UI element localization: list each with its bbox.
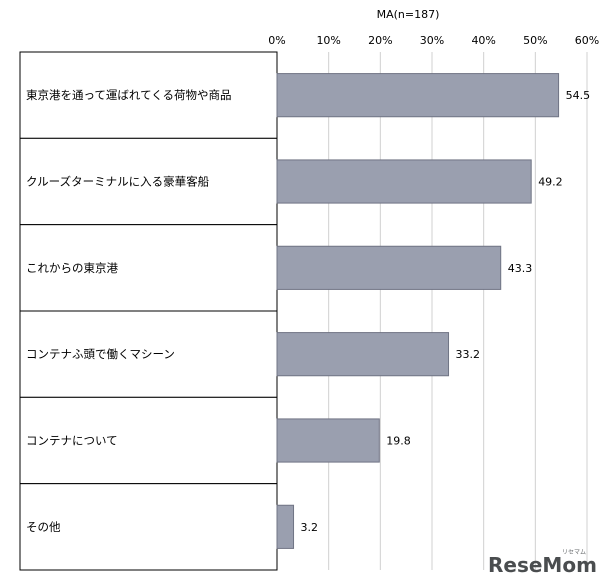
x-tick-label: 20% xyxy=(368,34,392,47)
x-tick-label: 0% xyxy=(268,34,285,47)
bar xyxy=(276,332,450,377)
value-label: 19.8 xyxy=(386,435,411,448)
value-label: 3.2 xyxy=(301,521,319,534)
category-label-column: 東京港を通って運ばれてくる荷物や商品クルーズターミナルに入る豪華客船これからの東… xyxy=(19,51,278,571)
x-tick-label: 10% xyxy=(316,34,340,47)
value-label: 54.5 xyxy=(566,89,591,102)
category-cell xyxy=(19,396,278,485)
value-labels: 54.5 49.2 43.3 33.2 19.8 3.2 xyxy=(301,89,591,534)
x-tick-label: 40% xyxy=(471,34,495,47)
watermark-text: ReseMom xyxy=(488,553,597,577)
category-label: コンテナについて xyxy=(26,434,118,448)
sample-note: MA(n=187) xyxy=(377,8,440,21)
value-label: 49.2 xyxy=(538,176,563,189)
category-label: 東京港を通って運ばれてくる荷物や商品 xyxy=(26,88,232,102)
bar xyxy=(276,418,380,463)
category-cell xyxy=(19,224,278,312)
value-label: 43.3 xyxy=(508,262,533,275)
x-tick-label: 50% xyxy=(523,34,547,47)
bar xyxy=(276,504,295,549)
bar xyxy=(276,159,532,204)
category-label: クルーズターミナルに入る豪華客船 xyxy=(26,175,210,189)
category-label: その他 xyxy=(26,520,61,534)
category-cell xyxy=(19,310,278,398)
watermark-subtext: リセマム xyxy=(562,549,586,556)
category-cell xyxy=(19,483,278,571)
category-label: コンテナふ頭で働くマシーン xyxy=(26,347,175,361)
x-tick-label: 60% xyxy=(575,34,599,47)
x-axis-ticks: 0% 10% 20% 30% 40% 50% 60% xyxy=(268,34,599,47)
gridlines xyxy=(276,52,588,570)
bars xyxy=(276,73,560,549)
category-label: これからの東京港 xyxy=(26,261,118,275)
category-cell xyxy=(19,137,278,226)
value-label: 33.2 xyxy=(456,348,481,361)
bar xyxy=(276,245,502,290)
watermark-logo: ReseMom リセマム xyxy=(488,549,597,577)
x-tick-label: 30% xyxy=(420,34,444,47)
bar xyxy=(276,73,560,118)
